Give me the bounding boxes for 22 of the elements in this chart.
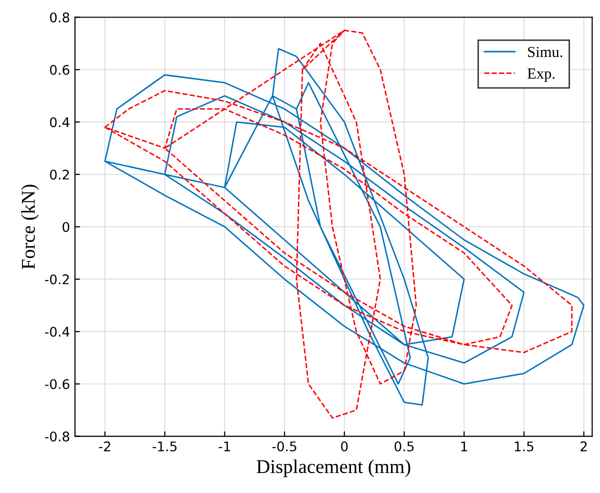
x-tick-label: -1.5 bbox=[152, 442, 177, 452]
x-tick-label: 2 bbox=[580, 441, 587, 452]
x-axis-title: Displacement (mm) bbox=[256, 459, 410, 478]
x-tick-label: -2 bbox=[99, 441, 110, 452]
x-tick-label: 1 bbox=[461, 442, 468, 452]
y-tick-label: -0.6 bbox=[45, 379, 70, 390]
x-tick-label: -0.5 bbox=[272, 441, 296, 452]
y-tick-label: 0 bbox=[62, 222, 70, 232]
x-tick-label: 0 bbox=[341, 441, 348, 452]
x-tick-label: 0.5 bbox=[394, 441, 414, 452]
legend-label: Simu. bbox=[528, 46, 562, 58]
y-tick-label: -0.4 bbox=[45, 326, 70, 337]
y-tick-label: -0.2 bbox=[45, 274, 69, 284]
y-tick-label: 0.4 bbox=[50, 117, 70, 128]
y-axis-title: Force (kN) bbox=[21, 184, 39, 270]
legend-label: Exp. bbox=[528, 68, 555, 82]
y-tick-label: 0.6 bbox=[50, 64, 70, 75]
y-tick-label: 0.8 bbox=[50, 12, 70, 22]
y-tick-label: 0.2 bbox=[50, 170, 69, 180]
y-tick-label: -0.8 bbox=[45, 432, 70, 442]
x-tick-label: 1.5 bbox=[514, 442, 534, 452]
x-tick-label: -1 bbox=[218, 442, 230, 452]
